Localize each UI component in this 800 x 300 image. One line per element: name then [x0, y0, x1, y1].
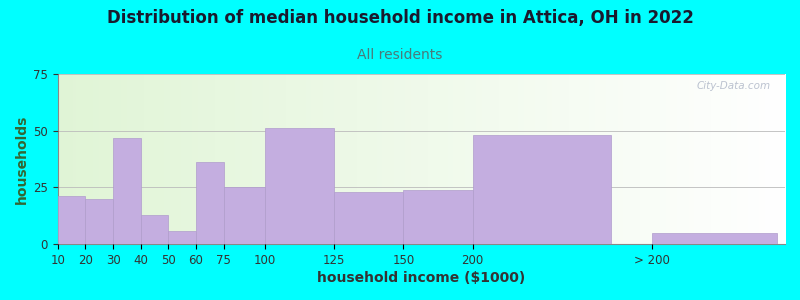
Y-axis label: households: households: [15, 114, 29, 204]
Text: City-Data.com: City-Data.com: [696, 81, 770, 91]
Bar: [265, 128, 334, 244]
Bar: [113, 137, 141, 244]
Bar: [652, 233, 777, 244]
Bar: [224, 188, 265, 244]
Bar: [141, 214, 168, 244]
X-axis label: household income ($1000): household income ($1000): [318, 271, 526, 285]
Bar: [334, 192, 403, 244]
Bar: [403, 190, 473, 244]
Bar: [196, 163, 224, 244]
Bar: [86, 199, 113, 244]
Bar: [168, 230, 196, 244]
Text: All residents: All residents: [358, 48, 442, 62]
Bar: [58, 196, 86, 244]
Bar: [473, 135, 610, 244]
Text: Distribution of median household income in Attica, OH in 2022: Distribution of median household income …: [106, 9, 694, 27]
